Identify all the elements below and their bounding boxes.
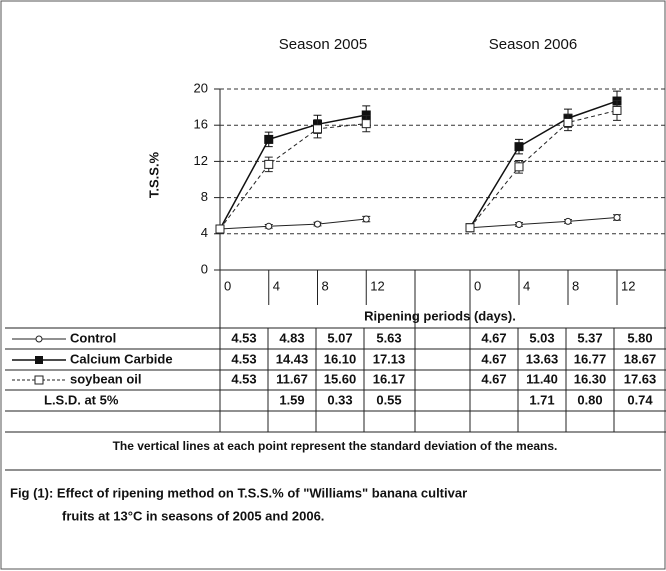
table-cell: 0.55 (376, 392, 401, 407)
x-tick-label: 4 (523, 278, 530, 293)
point (465, 223, 475, 233)
table-cell: 5.80 (627, 330, 652, 345)
row-label: Control (70, 330, 116, 345)
table-cell: 4.53 (231, 351, 256, 366)
table-cell: 16.30 (574, 371, 607, 386)
table-cell: 4.67 (481, 330, 506, 345)
point (313, 124, 322, 134)
caption-line: Fig (1): Effect of ripening method on T.… (10, 485, 467, 500)
table-cell: 17.13 (373, 351, 406, 366)
series-line (469, 217, 618, 229)
x-axis-label: Ripening periods (days). (364, 308, 516, 323)
point (215, 224, 225, 234)
row-label: Calcium Carbide (70, 351, 173, 366)
y-tick-label: 8 (201, 189, 208, 204)
x-tick-label: 0 (474, 278, 481, 293)
x-tick-label: 4 (273, 278, 280, 293)
table-cell: 1.71 (529, 392, 554, 407)
point (264, 159, 274, 169)
table-cell: 5.03 (529, 330, 554, 345)
y-tick-label: 4 (201, 225, 208, 240)
table-cell: 16.77 (574, 351, 607, 366)
y-tick-label: 20 (194, 80, 208, 95)
point (563, 117, 573, 127)
series-line (219, 218, 367, 230)
x-tick-label: 8 (572, 278, 579, 293)
table-cell: 0.80 (577, 392, 602, 407)
point (612, 105, 622, 115)
y-axis-label: T.S.S.% (146, 151, 161, 198)
table-cell: 0.74 (627, 392, 653, 407)
x-tick-label: 12 (370, 278, 384, 293)
table-cell: 4.53 (231, 330, 256, 345)
table-cell: 1.59 (279, 392, 304, 407)
x-tick-label: 8 (322, 278, 329, 293)
table-cell: 13.63 (526, 351, 559, 366)
point (361, 119, 371, 129)
table-cell: 17.63 (624, 371, 657, 386)
y-tick-label: 12 (194, 153, 208, 168)
table-cell: 5.07 (327, 330, 352, 345)
row-label: soybean oil (70, 371, 142, 386)
caption-line: fruits at 13°C in seasons of 2005 and 20… (62, 508, 324, 523)
series-line (469, 100, 618, 229)
table-cell: 4.53 (231, 371, 256, 386)
y-tick-label: 0 (201, 261, 208, 276)
chart-title: Season 2006 (489, 36, 577, 53)
table-cell: 14.43 (276, 351, 309, 366)
table-cell: 4.67 (481, 351, 506, 366)
frame-lines (5, 89, 666, 471)
table-cell: 11.40 (526, 371, 558, 386)
table-cell: 16.17 (373, 371, 406, 386)
note: The vertical lines at each point represe… (113, 439, 558, 453)
y-tick-label: 16 (194, 117, 208, 132)
chart-title: Season 2005 (279, 36, 367, 53)
point (264, 134, 274, 144)
point (613, 214, 621, 222)
x-tick-label: 12 (621, 278, 635, 293)
table-cell: 16.10 (324, 351, 357, 366)
table-cell: 0.33 (327, 392, 352, 407)
point (514, 162, 524, 172)
table-cell: 11.67 (276, 371, 308, 386)
point (265, 222, 273, 230)
point (564, 217, 572, 225)
table-cell: 4.83 (279, 330, 304, 345)
point (362, 215, 370, 223)
x-tick-label: 0 (224, 278, 231, 293)
table-cell: 15.60 (324, 371, 357, 386)
point (314, 220, 321, 228)
point (514, 142, 524, 152)
table-cell: 5.37 (577, 330, 602, 345)
row-label: L.S.D. at 5% (44, 392, 119, 407)
legend-samples (12, 335, 66, 385)
point (515, 220, 523, 228)
table-cell: 4.67 (481, 371, 506, 386)
table-cell: 5.63 (376, 330, 401, 345)
table-cell: 18.67 (624, 351, 657, 366)
series-line (469, 109, 618, 229)
series-line (219, 114, 367, 230)
